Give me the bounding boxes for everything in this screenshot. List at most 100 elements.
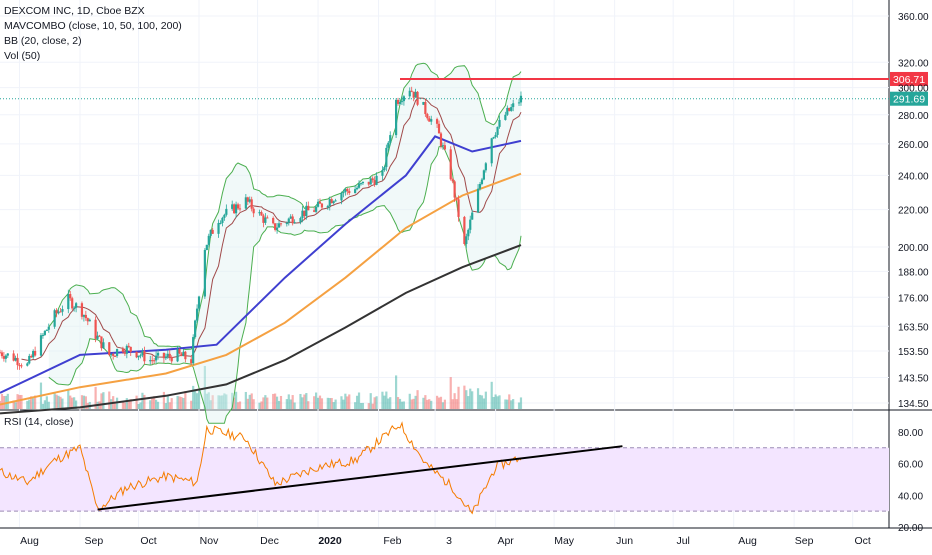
rsi-trendline[interactable]	[97, 445, 623, 511]
candle-body[interactable]	[264, 217, 267, 223]
candle-body[interactable]	[59, 311, 62, 313]
candle-body[interactable]	[149, 360, 152, 362]
candle-body[interactable]	[437, 123, 441, 134]
candle-body[interactable]	[426, 114, 429, 119]
candle-body[interactable]	[275, 227, 279, 230]
candle-body[interactable]	[244, 197, 247, 209]
candle-body[interactable]	[129, 346, 132, 352]
candle-body[interactable]	[381, 169, 384, 176]
candle-body[interactable]	[233, 204, 236, 214]
candle-body[interactable]	[451, 179, 454, 182]
candle-body[interactable]	[471, 212, 474, 220]
candle-body[interactable]	[293, 222, 296, 224]
candle-body[interactable]	[424, 101, 427, 115]
candle-body[interactable]	[355, 187, 359, 190]
candle-body[interactable]	[219, 222, 222, 224]
candle-body[interactable]	[0, 352, 4, 357]
candle-body[interactable]	[348, 191, 351, 194]
candle-body[interactable]	[412, 91, 415, 98]
rsi-line[interactable]	[0, 421, 522, 515]
candle-body[interactable]	[334, 200, 337, 202]
candle-body[interactable]	[519, 95, 523, 103]
candle-body[interactable]	[170, 357, 173, 362]
candle-body[interactable]	[53, 310, 56, 327]
bollinger-lower[interactable]	[48, 145, 522, 424]
candle-body[interactable]	[123, 351, 126, 354]
candle-body[interactable]	[410, 90, 413, 92]
ma200-line[interactable]	[0, 244, 522, 415]
candle-body[interactable]	[100, 336, 103, 349]
candle-body[interactable]	[457, 199, 460, 217]
candle-body[interactable]	[236, 204, 240, 209]
bollinger-bands-label[interactable]: BB (20, close, 2)	[4, 35, 82, 47]
candle-body[interactable]	[307, 205, 310, 211]
candle-body[interactable]	[439, 133, 443, 147]
candle-body[interactable]	[467, 229, 470, 237]
candle-body[interactable]	[287, 218, 290, 223]
candle-body[interactable]	[223, 214, 226, 218]
candle-body[interactable]	[354, 189, 357, 194]
candle-body[interactable]	[137, 355, 140, 358]
candle-body[interactable]	[291, 216, 294, 224]
candle-body[interactable]	[248, 199, 251, 202]
candle-body[interactable]	[361, 181, 365, 184]
candle-body[interactable]	[274, 223, 277, 230]
candle-body[interactable]	[279, 223, 283, 225]
candle-body[interactable]	[127, 345, 130, 347]
ma100-line[interactable]	[0, 172, 522, 406]
candle-body[interactable]	[98, 335, 101, 337]
candle-body[interactable]	[492, 137, 495, 139]
candle-body[interactable]	[484, 163, 487, 171]
candle-body[interactable]	[121, 349, 125, 352]
candle-body[interactable]	[43, 330, 46, 335]
candle-body[interactable]	[166, 353, 169, 357]
candle-body[interactable]	[28, 355, 31, 364]
candle-body[interactable]	[211, 229, 214, 234]
candle-body[interactable]	[135, 351, 138, 358]
candle-body[interactable]	[342, 192, 345, 194]
candle-body[interactable]	[357, 183, 361, 188]
candle-body[interactable]	[313, 210, 316, 212]
candle-body[interactable]	[504, 114, 507, 120]
candle-body[interactable]	[441, 145, 445, 147]
candle-body[interactable]	[435, 119, 439, 124]
candle-body[interactable]	[94, 319, 97, 339]
candle-body[interactable]	[168, 353, 171, 358]
candle-body[interactable]	[154, 355, 158, 361]
candle-body[interactable]	[428, 118, 431, 122]
candle-body[interactable]	[143, 350, 146, 362]
candle-body[interactable]	[398, 101, 402, 104]
candle-body[interactable]	[517, 102, 521, 104]
candle-body[interactable]	[71, 298, 74, 309]
candle-body[interactable]	[375, 175, 378, 185]
candle-body[interactable]	[508, 107, 511, 111]
candle-body[interactable]	[162, 352, 166, 359]
candle-body[interactable]	[400, 101, 404, 103]
candle-body[interactable]	[469, 219, 472, 230]
candle-body[interactable]	[125, 345, 128, 354]
candle-body[interactable]	[369, 178, 372, 185]
candle-body[interactable]	[45, 329, 48, 331]
candle-body[interactable]	[112, 353, 115, 356]
candle-body[interactable]	[14, 357, 17, 361]
candle-body[interactable]	[84, 314, 87, 319]
candle-body[interactable]	[465, 236, 468, 244]
candle-body[interactable]	[231, 204, 234, 209]
candle-body[interactable]	[207, 235, 210, 245]
candle-body[interactable]	[6, 353, 9, 356]
candle-body[interactable]	[221, 217, 224, 223]
volume-indicator-label[interactable]: Vol (50)	[4, 50, 41, 62]
candle-body[interactable]	[203, 249, 206, 297]
candle-body[interactable]	[32, 350, 35, 358]
candle-body[interactable]	[26, 363, 29, 366]
candle-body[interactable]	[73, 307, 76, 309]
candle-body[interactable]	[110, 353, 113, 355]
candle-body[interactable]	[408, 90, 411, 97]
candle-body[interactable]	[367, 181, 370, 185]
candle-body[interactable]	[205, 244, 208, 250]
candle-body[interactable]	[385, 147, 388, 168]
candle-body[interactable]	[396, 99, 400, 104]
ma10-line[interactable]	[21, 97, 522, 361]
candle-body[interactable]	[67, 294, 70, 310]
candle-body[interactable]	[182, 351, 185, 357]
